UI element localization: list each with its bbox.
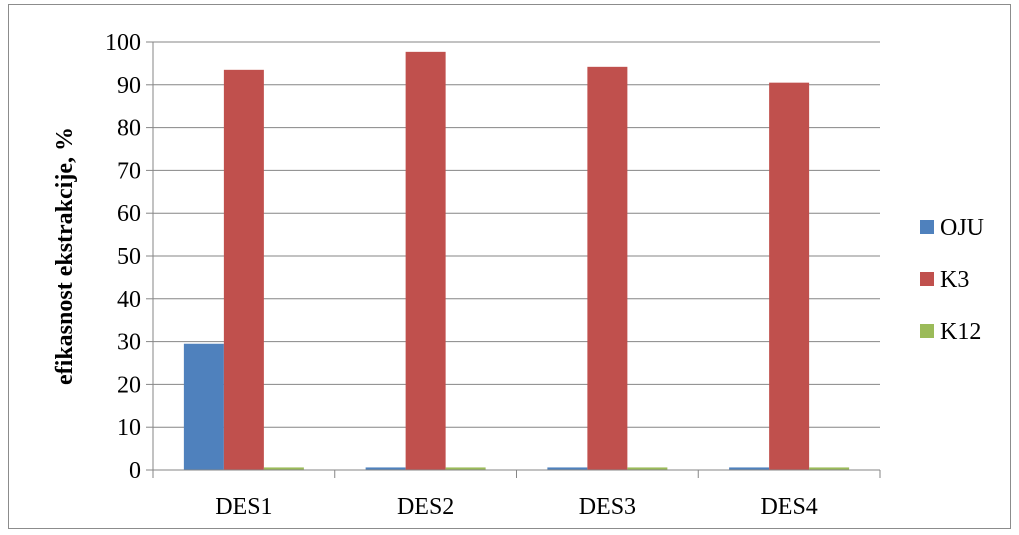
x-tick-label: DES3	[579, 494, 636, 520]
y-tick-label: 60	[117, 201, 141, 227]
legend-label-oju: OJU	[940, 215, 984, 241]
y-tick-label: 50	[117, 244, 141, 270]
y-tick-label: 40	[117, 287, 141, 313]
bar-k3-des2	[406, 52, 446, 470]
y-tick-label: 30	[117, 330, 141, 356]
y-tick-label: 80	[117, 116, 141, 142]
bar-k3-des1	[224, 70, 264, 470]
x-tick-label: DES2	[397, 494, 454, 520]
bars	[184, 52, 849, 470]
bar-k3-des3	[587, 67, 627, 470]
legend-swatch-k3	[920, 272, 934, 286]
x-tick-label: DES4	[760, 494, 817, 520]
bar-oju-des1	[184, 344, 224, 470]
y-tick-label: 90	[117, 73, 141, 99]
y-tick-label: 100	[105, 30, 141, 56]
legend-label-k12: K12	[940, 319, 981, 345]
y-tick-label: 70	[117, 158, 141, 184]
bar-k3-des4	[769, 83, 809, 470]
y-tick-label: 10	[117, 415, 141, 441]
legend-label-k3: K3	[940, 267, 969, 293]
legend-swatch-k12	[920, 324, 934, 338]
y-axis-title: efikasnost ekstrakcije, %	[52, 127, 78, 385]
y-tick-label: 0	[129, 458, 141, 484]
legend-swatch-oju	[920, 220, 934, 234]
x-tick-label: DES1	[215, 494, 272, 520]
legend: OJU K3 K12	[920, 215, 984, 345]
y-tick-label: 20	[117, 372, 141, 398]
